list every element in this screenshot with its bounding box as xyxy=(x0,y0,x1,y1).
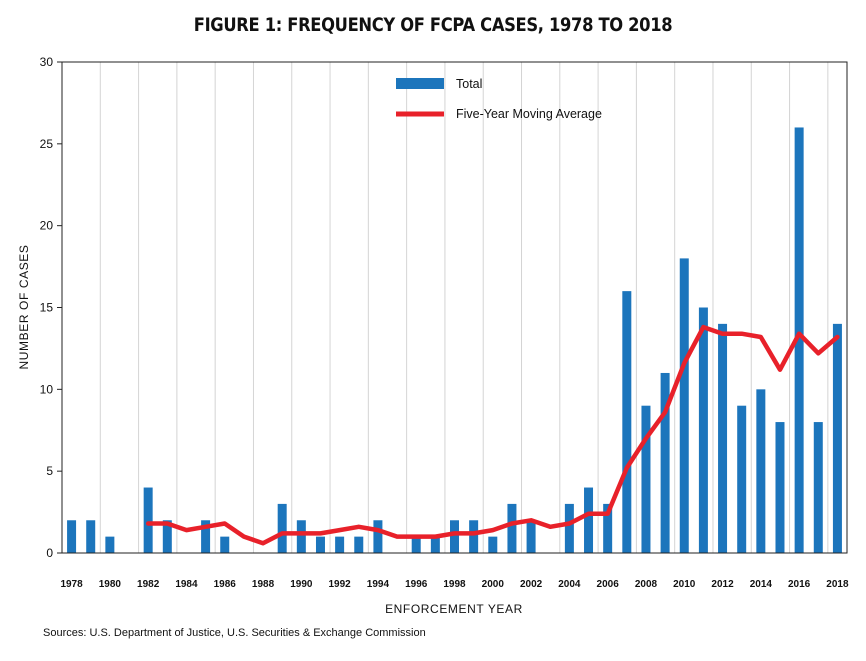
x-tick-label: 1992 xyxy=(328,579,351,590)
bar-1989 xyxy=(277,503,287,553)
x-tick-label: 1984 xyxy=(175,579,198,590)
x-tick-label: 1978 xyxy=(60,579,83,590)
bar-2018 xyxy=(832,323,842,553)
x-tick-label: 2002 xyxy=(520,579,543,590)
bar-1991 xyxy=(315,536,325,553)
x-tick-label: 1994 xyxy=(367,579,390,590)
bar-2004 xyxy=(564,503,574,553)
x-tick-label: 2018 xyxy=(826,579,849,590)
bar-1983 xyxy=(162,520,172,553)
x-tick-label: 2016 xyxy=(788,579,811,590)
bars-total xyxy=(67,127,842,553)
bar-2002 xyxy=(526,520,536,553)
bar-2017 xyxy=(813,422,823,553)
x-tick-label: 2004 xyxy=(558,579,581,590)
y-tick-label: 10 xyxy=(40,382,54,396)
bar-2005 xyxy=(584,487,594,553)
x-tick-label: 1990 xyxy=(290,579,313,590)
bar-1979 xyxy=(86,520,96,553)
bar-1980 xyxy=(105,536,115,553)
moving-average-line xyxy=(145,324,840,546)
bar-2006 xyxy=(603,503,613,553)
y-tick-label: 30 xyxy=(40,55,54,69)
y-tick-label: 0 xyxy=(46,546,53,560)
y-tick-label: 20 xyxy=(40,219,54,233)
bar-2008 xyxy=(641,405,651,553)
x-tick-label: 2008 xyxy=(635,579,658,590)
gridlines xyxy=(61,62,829,553)
y-tick-label: 15 xyxy=(40,301,54,315)
bar-2010 xyxy=(679,258,689,553)
x-axis-ticks: 1978 1980 1982 1984 1986 1988 1990 1992 1994 1996… xyxy=(60,579,849,590)
bar-1992 xyxy=(335,536,345,553)
bar-1978 xyxy=(67,520,77,553)
legend: Total Five-Year Moving Average xyxy=(396,77,602,121)
bar-1999 xyxy=(469,520,479,553)
x-tick-label: 1980 xyxy=(99,579,122,590)
y-tick-label: 5 xyxy=(46,464,53,478)
x-tick-label: 2014 xyxy=(750,579,773,590)
x-tick-label: 1982 xyxy=(137,579,160,590)
bar-2016 xyxy=(794,127,804,553)
bar-1993 xyxy=(354,536,364,553)
bar-2013 xyxy=(737,405,747,553)
chart-title: FIGURE 1: FREQUENCY OF FCPA CASES, 1978 … xyxy=(193,14,673,36)
x-tick-label: 1998 xyxy=(443,579,466,590)
x-axis-title: ENFORCEMENT YEAR xyxy=(385,602,523,616)
legend-swatch-total xyxy=(396,78,444,89)
x-tick-label: 1988 xyxy=(252,579,275,590)
bar-1986 xyxy=(220,536,230,553)
y-axis-ticks: 0 5 10 15 20 25 30 xyxy=(40,55,62,560)
legend-label-moving-average: Five-Year Moving Average xyxy=(456,107,602,121)
bar-2012 xyxy=(718,323,728,553)
bar-2000 xyxy=(488,536,498,553)
bar-1985 xyxy=(201,520,211,553)
x-tick-label: 1986 xyxy=(214,579,237,590)
x-tick-label: 2006 xyxy=(597,579,620,590)
bar-2009 xyxy=(660,372,670,553)
bar-1982 xyxy=(143,487,153,553)
x-tick-label: 2000 xyxy=(482,579,505,590)
bar-2001 xyxy=(507,503,517,553)
bar-2007 xyxy=(622,291,632,553)
bar-2015 xyxy=(775,422,785,553)
plot-frame xyxy=(61,61,848,554)
bar-1990 xyxy=(296,520,306,553)
legend-label-total: Total xyxy=(456,77,482,91)
y-tick-label: 25 xyxy=(40,137,54,151)
y-axis-title: NUMBER OF CASES xyxy=(17,244,31,369)
bar-2011 xyxy=(698,307,708,553)
bar-1996 xyxy=(411,536,421,553)
bar-2014 xyxy=(756,389,766,553)
moving-average-line-group xyxy=(145,324,840,546)
bar-1994 xyxy=(373,520,383,553)
x-tick-label: 1996 xyxy=(405,579,428,590)
bar-1997 xyxy=(430,536,440,553)
x-tick-label: 2010 xyxy=(673,579,696,590)
source-note: Sources: U.S. Department of Justice, U.S… xyxy=(43,627,426,639)
bar-1998 xyxy=(450,520,459,553)
x-tick-label: 2012 xyxy=(711,579,734,590)
